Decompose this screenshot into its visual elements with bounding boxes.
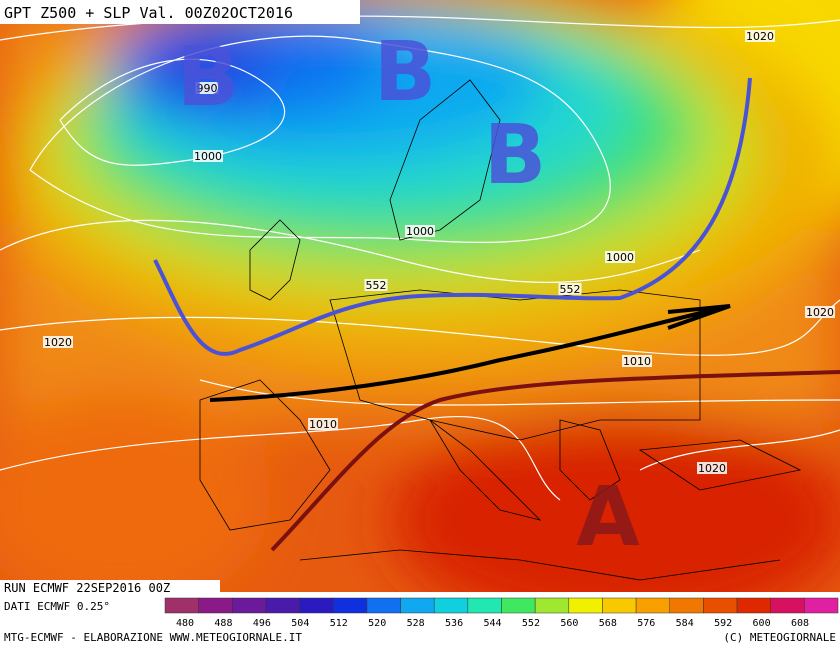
- isobar-label: 1020: [698, 462, 726, 475]
- isobar-label: 1000: [606, 251, 634, 264]
- pressure-centers: B BBA: [177, 25, 641, 565]
- colorbar-label: 488: [214, 618, 232, 629]
- title-box: [0, 0, 360, 24]
- isobar-label: 1010: [623, 355, 651, 368]
- colorbar-label: 496: [253, 618, 271, 629]
- isobar-label: 1010: [309, 418, 337, 431]
- colorbar-label: 608: [791, 618, 809, 629]
- colorbar-swatch: [669, 597, 704, 614]
- isobar-label: 1020: [806, 306, 834, 319]
- colorbar-swatch: [770, 597, 805, 614]
- colorbar-swatch: [366, 597, 401, 614]
- colorbar-swatch: [400, 597, 435, 614]
- isobar-label-bg: [697, 462, 727, 474]
- coastlines: [199, 79, 802, 581]
- copyright: (C) METEOGIORNALE: [723, 631, 836, 644]
- colorbar-label: 568: [599, 618, 617, 629]
- isobar-label: 1000: [406, 225, 434, 238]
- isobar-label-bg: [193, 150, 223, 162]
- pressure-center: B: [177, 30, 240, 125]
- colorbar-label: 592: [714, 618, 732, 629]
- run-info: RUN ECMWF 22SEP2016 00Z: [4, 581, 170, 595]
- colorbar-swatch: [232, 597, 267, 614]
- colorbar-label: 552: [522, 618, 540, 629]
- isobars: [0, 15, 840, 501]
- pressure-center: B: [484, 108, 547, 203]
- colorbar-swatch: [164, 597, 199, 614]
- colorbar-label: 512: [330, 618, 348, 629]
- jet-stream-axis: [153, 77, 752, 356]
- colorbar-label: 520: [368, 618, 386, 629]
- colorbar: 480 488 496 504 512 520 528 536 544 552 560 568 576 5…: [164, 597, 839, 629]
- isobar-label: 552: [366, 279, 387, 292]
- colorbar-swatch: [433, 597, 469, 614]
- isobar-label: 552: [560, 283, 581, 296]
- colorbar-swatch: [265, 597, 300, 614]
- colorbar-label: 544: [483, 618, 501, 629]
- colorbar-swatch: [198, 597, 233, 614]
- run-box: [0, 580, 220, 595]
- isobar-label: 1020: [44, 336, 72, 349]
- colorbar-label: 480: [176, 618, 194, 629]
- colorbar-label: 528: [407, 618, 425, 629]
- isobar-label-bg: [805, 306, 835, 318]
- colorbar-label: 536: [445, 618, 463, 629]
- colorbar-swatch: [501, 597, 536, 614]
- isobar-label-bg: [745, 30, 775, 42]
- isobar-label-bg: [364, 279, 388, 291]
- map-title: GPT Z500 + SLP Val. 00Z02OCT2016: [4, 4, 293, 22]
- isobar-label-bg: [622, 355, 652, 367]
- colorbar-label: 600: [753, 618, 771, 629]
- flow-arrow: [209, 304, 731, 402]
- geopotential-field: [0, 0, 840, 592]
- anticyclone-axis: [270, 370, 840, 552]
- colorbar-swatch: [534, 597, 570, 614]
- isobar-label-bg: [43, 336, 73, 348]
- credit: MTG-ECMWF - ELABORAZIONE WWW.METEOGIORNA…: [4, 631, 302, 644]
- isobar-label: 990: [197, 82, 218, 95]
- isobar-label: 1000: [194, 150, 222, 163]
- colorbar-swatch: [299, 597, 334, 614]
- colorbar-swatch: [736, 597, 771, 614]
- colorbar-label: 576: [637, 618, 655, 629]
- data-source: DATI ECMWF 0.25°: [4, 600, 110, 613]
- isobar-label: 1020: [746, 30, 774, 43]
- isobar-label-bg: [605, 251, 635, 263]
- isobar-label-bg: [405, 225, 435, 237]
- isobar-label-bg: [195, 82, 219, 94]
- colorbar-swatch: [602, 597, 637, 614]
- colorbar-swatch: [703, 597, 738, 614]
- colorbar-label: 584: [676, 618, 694, 629]
- isobar-label-bg: [308, 418, 338, 430]
- colorbar-swatch: [333, 597, 368, 614]
- pressure-center: B: [374, 25, 437, 120]
- map: 1020 990 1000 1000 1000 552 552 1020 1020 1010 101…: [0, 0, 840, 592]
- colorbar-label: 504: [291, 618, 309, 629]
- colorbar-label: 560: [560, 618, 578, 629]
- colorbar-swatch: [467, 597, 502, 614]
- pressure-center: A: [576, 470, 640, 565]
- isobar-label-bg: [558, 283, 582, 295]
- colorbar-swatch: [568, 597, 603, 614]
- colorbar-swatch: [635, 597, 670, 614]
- isobar-labels: 1020 990 1000 1000 1000 552 552 1020 1020 1010 101…: [43, 30, 835, 475]
- colorbar-swatch: [804, 597, 839, 614]
